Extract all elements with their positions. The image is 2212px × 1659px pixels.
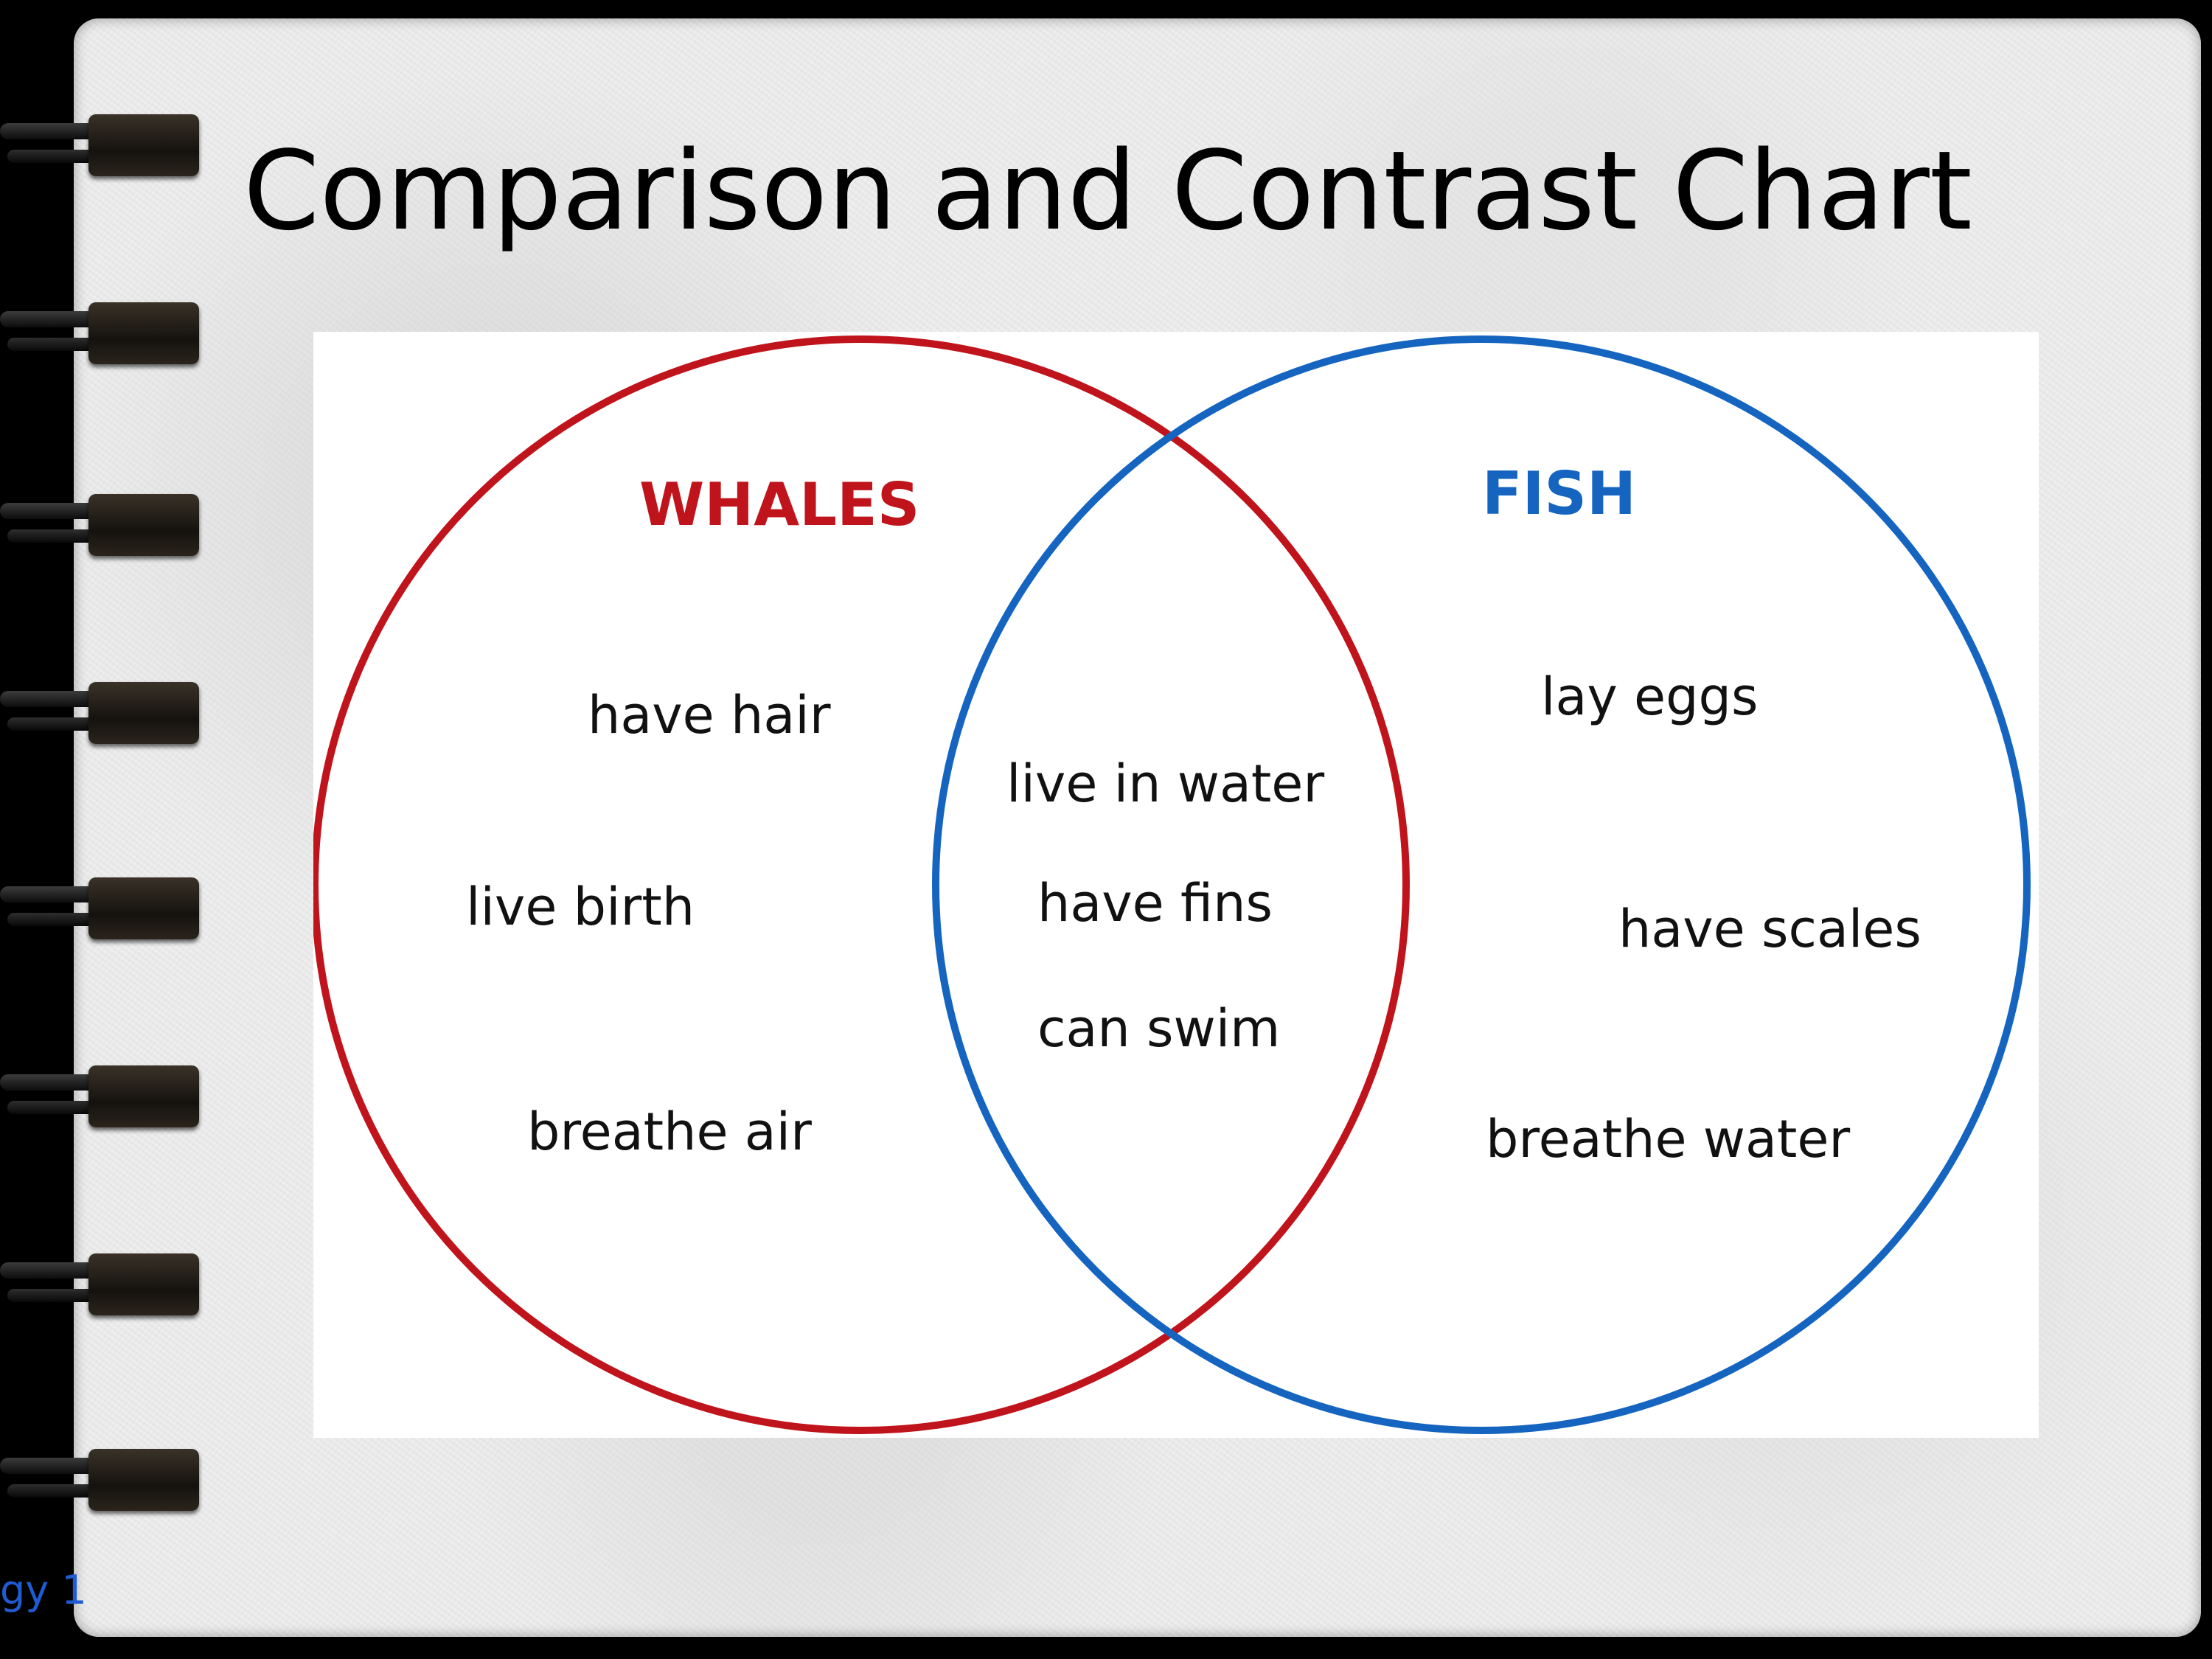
fish-item: breathe water — [1486, 1109, 1851, 1169]
binder-ring-icon — [0, 494, 206, 556]
whales-item: breathe air — [527, 1102, 812, 1162]
binder-ring-icon — [0, 114, 206, 176]
binder-ring-icon — [0, 877, 206, 939]
binder-ring-icon — [0, 1065, 206, 1127]
whales-item: have hair — [588, 685, 831, 745]
binder-ring-icon — [0, 302, 206, 364]
whales-label: WHALES — [639, 470, 920, 539]
venn-circles — [313, 335, 2031, 1434]
whales-circle — [313, 335, 1410, 1434]
venn-diagram: WHALES FISH have hair live birth breathe… — [313, 332, 2039, 1438]
overlap-item: have fins — [1037, 873, 1273, 933]
whales-item: live birth — [466, 877, 695, 937]
fish-item: have scales — [1618, 899, 1921, 959]
fish-circle — [932, 335, 2031, 1434]
page-title: Comparison and Contrast Chart — [243, 128, 1972, 254]
overlap-item: live in water — [1006, 754, 1325, 814]
footer-fragment: gy 1 — [0, 1567, 87, 1613]
overlap-item: can swim — [1037, 998, 1281, 1059]
binder-ring-icon — [0, 1253, 206, 1315]
binder-ring-icon — [0, 682, 206, 744]
fish-item: lay eggs — [1541, 667, 1759, 727]
binder-ring-icon — [0, 1449, 206, 1511]
fish-label: FISH — [1482, 459, 1636, 528]
